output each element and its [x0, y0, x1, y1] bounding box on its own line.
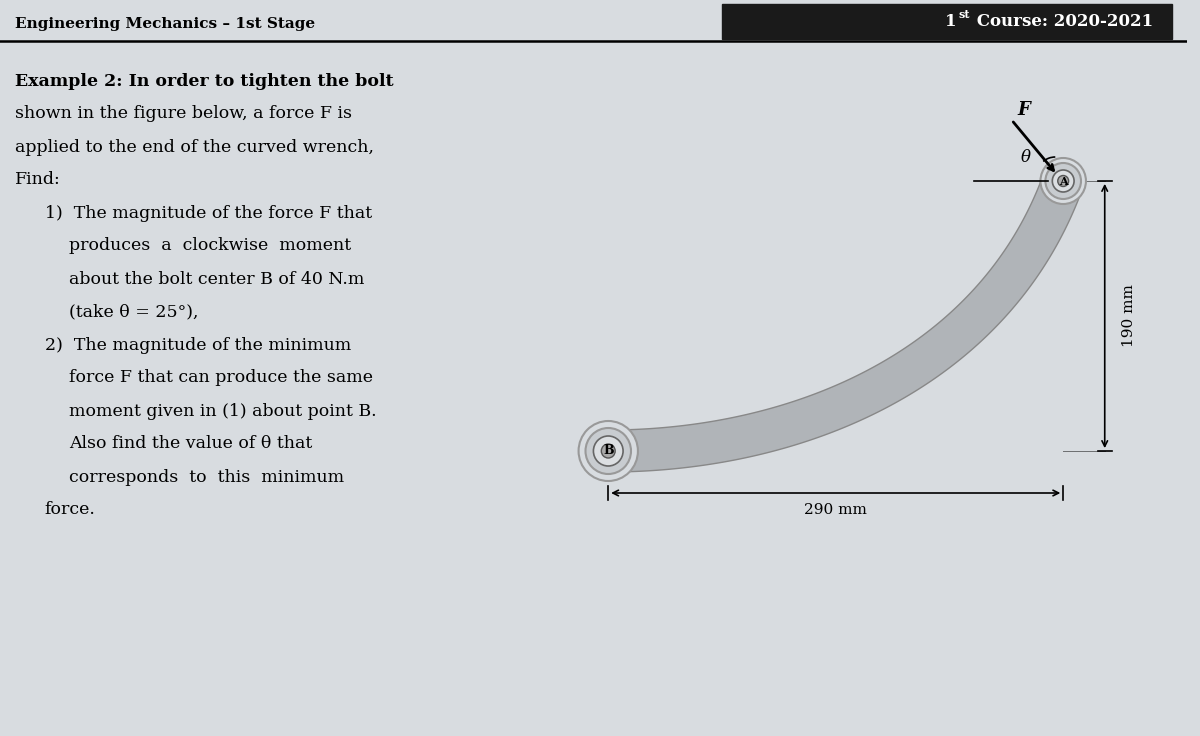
Circle shape — [601, 444, 616, 458]
Circle shape — [586, 428, 631, 474]
Circle shape — [1052, 170, 1074, 192]
Text: 190 mm: 190 mm — [1122, 285, 1136, 347]
Text: 2)  The magnitude of the minimum: 2) The magnitude of the minimum — [44, 336, 350, 353]
Text: Course: 2020-2021: Course: 2020-2021 — [971, 13, 1153, 30]
Text: Engineering Mechanics – 1st Stage: Engineering Mechanics – 1st Stage — [14, 17, 314, 31]
FancyBboxPatch shape — [722, 4, 1172, 39]
Text: applied to the end of the curved wrench,: applied to the end of the curved wrench, — [14, 138, 374, 155]
Circle shape — [1045, 163, 1081, 199]
Circle shape — [594, 436, 623, 466]
Text: Find:: Find: — [14, 171, 60, 188]
Text: B: B — [602, 445, 613, 458]
Text: 1: 1 — [944, 13, 956, 30]
Text: moment given in (1) about point B.: moment given in (1) about point B. — [70, 403, 377, 420]
Text: force F that can produce the same: force F that can produce the same — [70, 369, 373, 386]
Circle shape — [578, 421, 638, 481]
Text: 290 mm: 290 mm — [804, 503, 868, 517]
Text: 1)  The magnitude of the force F that: 1) The magnitude of the force F that — [44, 205, 372, 222]
Circle shape — [1057, 175, 1069, 186]
Text: force.: force. — [44, 501, 95, 518]
Text: θ: θ — [1021, 149, 1031, 166]
Text: Also find the value of θ that: Also find the value of θ that — [70, 436, 312, 453]
Circle shape — [1040, 158, 1086, 204]
Text: about the bolt center B of 40 N.m: about the bolt center B of 40 N.m — [70, 271, 365, 288]
Text: st: st — [959, 9, 971, 20]
Text: produces  a  clockwise  moment: produces a clockwise moment — [70, 238, 352, 255]
Text: A: A — [1060, 176, 1068, 187]
Text: F: F — [1016, 101, 1030, 118]
Text: Example 2: In order to tighten the bolt: Example 2: In order to tighten the bolt — [14, 73, 394, 90]
Polygon shape — [608, 174, 1082, 472]
Text: (take θ = 25°),: (take θ = 25°), — [70, 303, 199, 320]
Text: shown in the figure below, a force F is: shown in the figure below, a force F is — [14, 105, 352, 122]
Text: corresponds  to  this  minimum: corresponds to this minimum — [70, 469, 344, 486]
